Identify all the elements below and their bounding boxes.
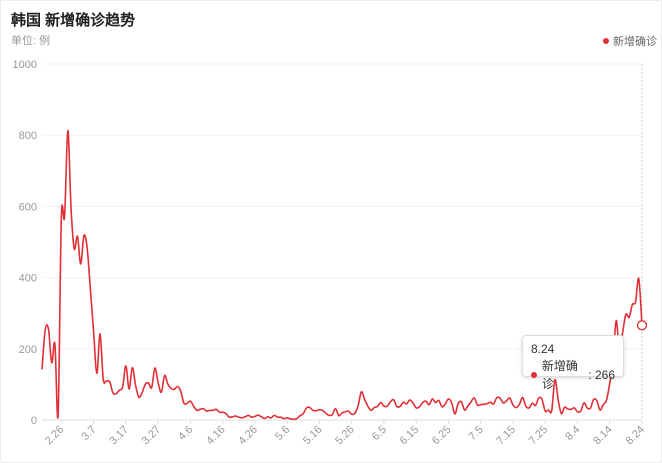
x-tick-label: 4.16 [204,424,228,448]
unit-label: 单位: 例 [11,35,51,47]
y-tick-label: 0 [31,415,37,427]
x-tick-label: 3.27 [140,424,164,448]
x-tick-label: 7.25 [527,424,551,448]
x-tick-label: 4.6 [176,424,195,443]
x-tick-label: 6.5 [370,424,389,443]
legend-label: 新增确诊 [613,36,657,48]
tooltip-separator: : [588,368,595,382]
x-axis-ticks: 2.26 3.7 3.17 3.27 4.6 4.16 4.26 5.6 5.16 5.26 6.5… [43,420,647,447]
x-tick-label: 5.16 [301,424,325,448]
x-tick-label: 6.15 [398,424,422,448]
y-tick-label: 400 [19,273,37,285]
x-tick-label: 8.14 [591,424,615,448]
x-tick-label: 7.15 [494,424,518,448]
x-tick-label: 8.4 [563,424,582,443]
series-group [41,129,648,421]
x-tick-label: 5.6 [273,424,292,443]
legend-dot-icon [603,38,609,44]
grid-lines [42,63,642,421]
legend[interactable]: 新增确诊 [603,33,657,49]
tooltip-date: 8.24 [531,342,555,356]
chart-title: 韩国 新增确诊趋势 [11,12,136,29]
tooltip-value: 266 [594,368,615,382]
series-line [41,129,643,421]
x-tick-label: 6.25 [430,424,454,448]
x-tick-label: 3.7 [79,424,98,443]
tooltip: 8.24 新增确诊: 266 [522,335,624,391]
y-tick-label: 800 [19,130,37,142]
y-tick-label: 1000 [13,59,37,71]
x-tick-label: 3.17 [107,424,131,448]
x-tick-label: 4.26 [236,424,260,448]
y-tick-label: 600 [19,201,37,213]
x-tick-label: 5.26 [333,424,357,448]
x-tick-label: 2.26 [43,424,67,448]
tooltip-dot-icon [531,372,537,378]
x-tick-label: 7.5 [467,424,486,443]
x-tick-label: 8.24 [623,424,647,448]
highlight-point[interactable] [636,320,648,331]
y-tick-label: 200 [19,344,37,356]
y-axis-ticks: 0 200 400 600 800 1000 [13,59,37,427]
tooltip-series-label: 新增确诊 [541,359,578,391]
